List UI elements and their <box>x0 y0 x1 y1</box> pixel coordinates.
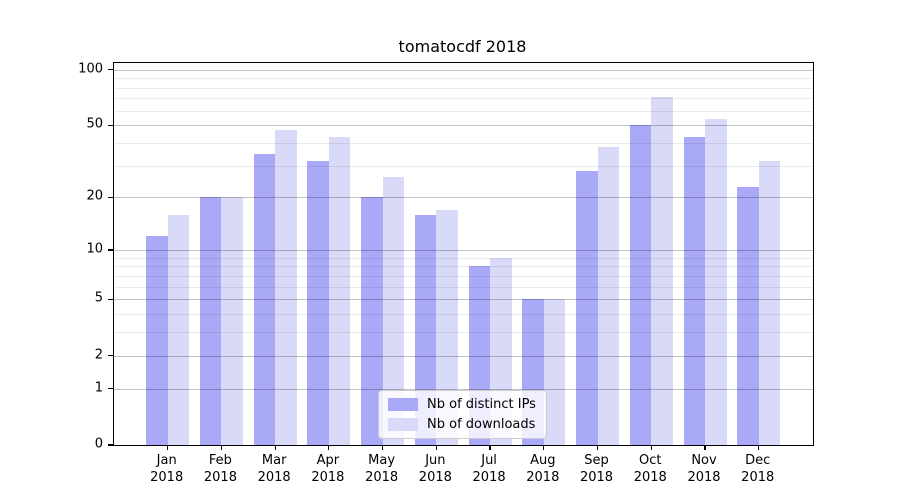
bar-distinct-ips <box>199 197 222 445</box>
gridline-minor <box>114 165 813 167</box>
legend-label: Nb of downloads <box>427 417 536 432</box>
y-axis-tick <box>107 196 113 199</box>
x-axis-label: Oct 2018 <box>633 453 667 485</box>
x-axis-tick <box>758 445 760 450</box>
y-axis-label: 0 <box>94 436 103 452</box>
plot-area <box>107 62 814 450</box>
x-axis-tick <box>543 445 545 450</box>
gridline-major <box>114 69 813 71</box>
bar-downloads <box>436 210 458 445</box>
y-axis-tick <box>107 298 113 300</box>
bar-downloads <box>543 299 566 445</box>
x-axis-tick <box>704 445 706 450</box>
x-axis-tick <box>220 445 223 450</box>
y-axis-label: 20 <box>86 188 103 204</box>
y-axis-tick <box>107 388 113 390</box>
bar-distinct-ips <box>683 137 705 445</box>
y-axis-tick <box>107 355 113 357</box>
chart-title: tomatocdf 2018 <box>398 37 527 56</box>
bar-downloads <box>758 160 781 445</box>
x-axis-tick <box>596 445 599 450</box>
x-axis-tick <box>328 445 330 450</box>
x-axis-tick <box>382 445 384 450</box>
bar-downloads <box>382 177 405 445</box>
x-axis-label: Aug 2018 <box>526 453 560 485</box>
legend-swatch-ips <box>388 398 418 411</box>
bar-downloads <box>651 97 673 445</box>
bar-distinct-ips <box>737 186 759 445</box>
bar-distinct-ips <box>414 214 437 445</box>
gridline-minor <box>114 314 813 316</box>
x-axis-label: Sep 2018 <box>579 453 614 485</box>
x-axis-tick <box>650 445 652 450</box>
x-axis-label: Mar 2018 <box>257 453 291 485</box>
gridline-major <box>114 125 813 127</box>
y-axis-label: 5 <box>94 290 103 306</box>
bar-downloads <box>705 119 727 445</box>
x-axis-tick <box>435 445 437 450</box>
gridline-minor <box>114 143 813 145</box>
gridline-minor <box>114 110 813 112</box>
legend-item: Nb of downloads <box>388 417 536 432</box>
legend-item: Nb of distinct IPs <box>388 397 536 412</box>
legend: Nb of distinct IPs Nb of downloads <box>378 390 547 439</box>
bar-distinct-ips <box>629 125 652 445</box>
gridline-major <box>114 355 813 357</box>
gridline-minor <box>114 87 813 89</box>
gridline-minor <box>114 286 813 288</box>
bar-distinct-ips <box>576 171 598 445</box>
gridline-minor <box>114 266 813 268</box>
y-axis-label: 1 <box>94 380 103 396</box>
x-axis-tick <box>489 445 491 450</box>
bar-downloads <box>167 214 190 445</box>
y-axis-label: 10 <box>86 241 103 257</box>
gridline-minor <box>114 78 813 80</box>
gridline-minor <box>114 257 813 259</box>
gridline-major <box>114 299 813 301</box>
gridline-minor <box>114 332 813 334</box>
x-axis-label: Jun 2018 <box>418 453 452 485</box>
bar-downloads <box>328 137 351 445</box>
bar-downloads <box>221 197 243 445</box>
gridline-major <box>114 388 813 390</box>
y-axis-label: 100 <box>78 61 103 77</box>
bar-downloads <box>275 130 297 445</box>
legend-swatch-downloads <box>388 418 418 431</box>
y-axis-tick <box>107 124 113 126</box>
x-axis-label: Apr 2018 <box>311 453 345 485</box>
y-axis-tick <box>107 249 113 251</box>
x-axis-label: Dec 2018 <box>741 453 775 485</box>
gridline-minor <box>114 98 813 100</box>
x-axis-tick <box>274 445 276 450</box>
y-axis-tick <box>107 69 113 71</box>
x-axis-label: Nov 2018 <box>687 453 721 485</box>
x-axis-tick <box>167 445 169 450</box>
bar-distinct-ips <box>253 153 276 445</box>
bar-downloads <box>597 147 620 445</box>
bar-distinct-ips <box>361 197 383 445</box>
x-axis-label: May 2018 <box>365 453 399 485</box>
x-axis-label: Jan 2018 <box>150 453 184 485</box>
y-axis-label: 50 <box>86 116 103 132</box>
x-axis-label: Feb 2018 <box>203 453 237 485</box>
gridline-major <box>114 197 813 199</box>
x-axis-label: Jul 2018 <box>472 453 506 485</box>
y-axis-tick <box>107 444 113 446</box>
gridline-minor <box>114 275 813 277</box>
bar-distinct-ips <box>307 160 329 445</box>
bar-distinct-ips <box>146 236 168 445</box>
legend-label: Nb of distinct IPs <box>427 397 536 412</box>
gridline-major <box>114 250 813 252</box>
y-axis-label: 2 <box>94 347 103 363</box>
